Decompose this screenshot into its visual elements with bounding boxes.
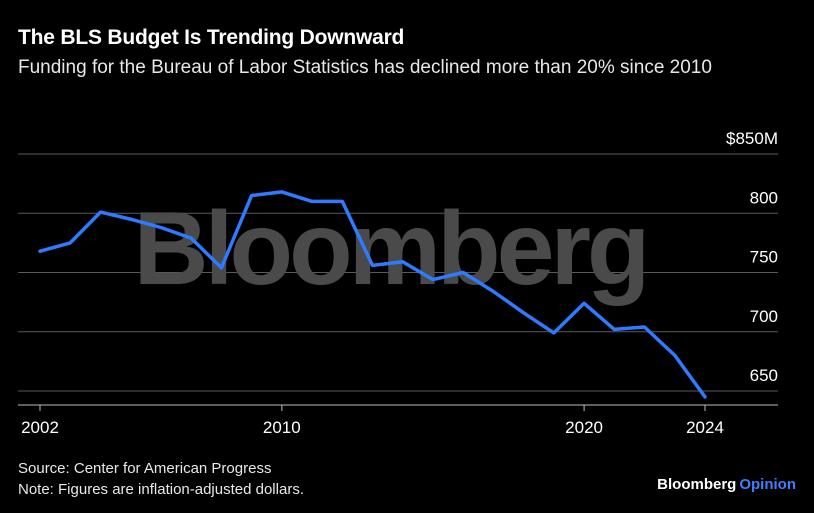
y-tick-label: 800	[750, 188, 778, 207]
y-tick-label: 650	[750, 366, 778, 385]
x-tick-label: 2002	[21, 418, 59, 437]
y-tick-label: 700	[750, 307, 778, 326]
x-tick-label: 2020	[565, 418, 603, 437]
brand-section: Opinion	[739, 476, 796, 493]
series-layer	[38, 190, 707, 399]
brand-name: Bloomberg	[657, 476, 737, 493]
x-tick-label: 2010	[263, 418, 301, 437]
series-line-0	[38, 190, 707, 399]
y-tick-label: $850M	[726, 129, 778, 148]
y-axis-labels: 650 700 750 800 $850M	[726, 129, 778, 385]
x-tick-label: 2024	[686, 418, 724, 437]
source-note: Source: Center for American Progress	[18, 460, 272, 477]
y-tick-label: 750	[750, 248, 778, 267]
bloomberg-opinion-logo: Bloomberg Opinion	[657, 476, 796, 493]
x-axis: 2002 2010 2020 2024	[18, 404, 778, 437]
footnote: Note: Figures are inflation-adjusted dol…	[18, 481, 304, 498]
line-chart: Bloomberg 2002 2010 2020 2024 650 700 750 800 $…	[18, 129, 778, 437]
chart-subtitle: Funding for the Bureau of Labor Statisti…	[18, 57, 712, 78]
bloomberg-watermark: Bloomberg	[134, 191, 647, 307]
chart-title: The BLS Budget Is Trending Downward	[18, 26, 405, 49]
